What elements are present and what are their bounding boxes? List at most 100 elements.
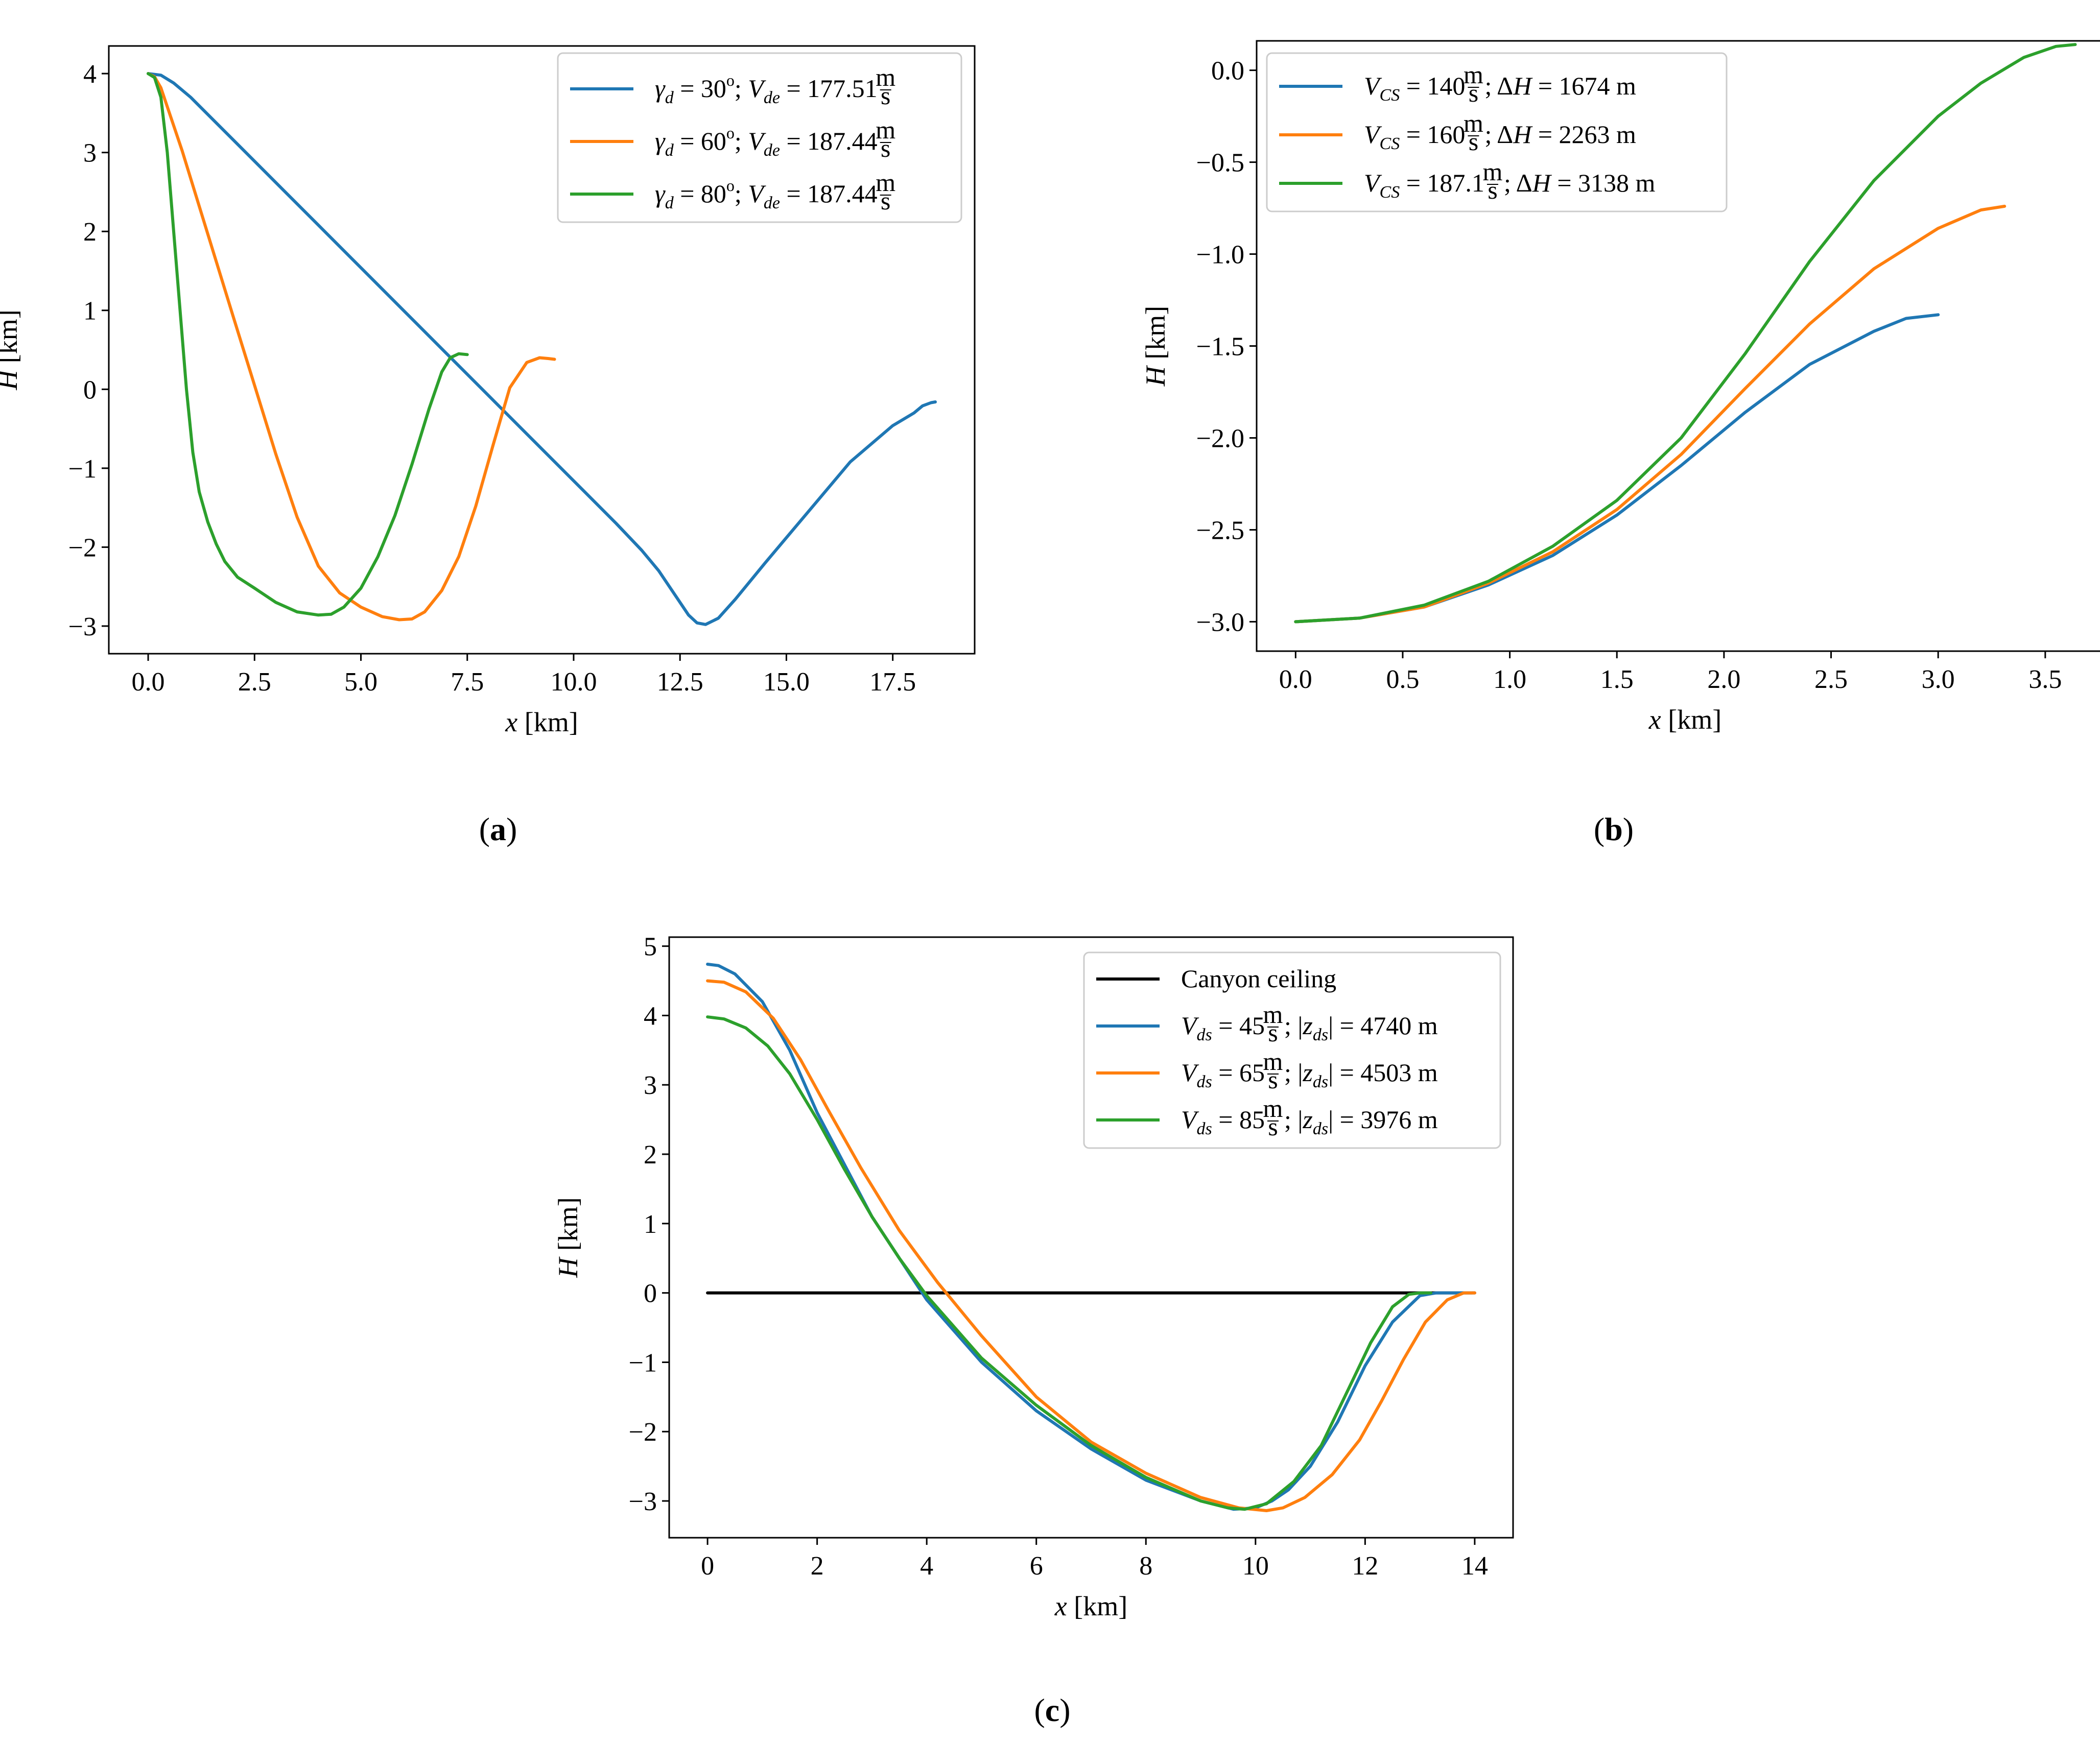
legend-box [557, 52, 962, 223]
legend-item-1: γd = 60o; Vde = 187.44 ms [570, 115, 895, 162]
x-tick-label: 3.5 [2028, 665, 2062, 694]
legend-symbol: V [1364, 71, 1382, 100]
legend-value: = 85 [1212, 1105, 1265, 1134]
x-axis-unit: [km] [1661, 704, 1721, 735]
legend-symbol: V [1181, 1058, 1199, 1087]
series-line-1 [1294, 204, 2007, 624]
panel-label-letter: c [1045, 1692, 1059, 1728]
x-axis-var: x [1054, 1591, 1067, 1621]
y-tick-label: 0.0 [1211, 57, 1244, 86]
legend-item-2: Vds = 65 ms; |zds| = 4503 m [1096, 1047, 1438, 1094]
x-tick-label: 4 [920, 1552, 933, 1581]
x-tick-label: 0.5 [1386, 665, 1419, 694]
legend-tail-symbol: H [1513, 71, 1533, 100]
y-tick-label: −3.0 [1196, 608, 1244, 637]
legend-item-2: γd = 80o; Vde = 187.44 ms [570, 168, 895, 215]
legend-subscript: ds [1197, 1119, 1212, 1138]
legend-symbol: V [1364, 169, 1382, 197]
panel-label-letter: a [490, 811, 506, 847]
legend-tail-prefix: ; | [1284, 1011, 1303, 1040]
series-line-2 [1294, 43, 2077, 624]
legend-unit-fraction: ms [1263, 1000, 1283, 1047]
y-tick-label: 3 [644, 1071, 657, 1100]
legend-label: VCS = 160 [1364, 120, 1465, 153]
x-tick-label: 0 [701, 1552, 714, 1581]
y-tick-label: 0 [83, 375, 97, 404]
panel-label-close: ) [1059, 1692, 1070, 1728]
x-tick-label: 6 [1030, 1552, 1043, 1581]
y-tick-label: 2 [83, 218, 97, 247]
legend-label: γd = 80o; Vde = 187.44 [655, 176, 878, 212]
y-axis-unit: [km] [1140, 306, 1171, 366]
legend-subscript: ds [1197, 1025, 1212, 1044]
y-axis-label: H [km] [0, 309, 23, 390]
x-tick-label: 10 [1242, 1552, 1269, 1581]
y-tick-label: −3 [68, 612, 97, 641]
x-axis-var: x [505, 707, 517, 737]
x-axis-label: x [km] [505, 707, 578, 737]
legend-unit-fraction: ms [876, 63, 895, 110]
x-tick-label: 17.5 [869, 667, 916, 697]
y-tick-label: −1 [629, 1348, 657, 1377]
x-tick-label: 3.0 [1922, 665, 1955, 694]
legend-tail-symbol: H [1532, 169, 1552, 197]
legend-tail-value: = 2263 m [1531, 120, 1636, 149]
legend-symbol: γ [655, 74, 666, 103]
x-tick-label: 0.0 [132, 667, 165, 697]
legend-degree: o [726, 124, 735, 142]
legend-tail-value: = 3138 m [1551, 169, 1656, 197]
legend-tail-subscript: ds [1313, 1119, 1328, 1138]
y-tick-label: −2.0 [1196, 424, 1244, 453]
legend-value: = 80 [674, 179, 726, 208]
legend-tail: ; |zds| = 4740 m [1284, 1011, 1438, 1044]
legend-tail-value: | = 4740 m [1328, 1011, 1438, 1040]
legend-subscript: CS [1380, 86, 1400, 105]
legend-symbol-2: V [748, 74, 766, 103]
legend-degree: o [726, 176, 735, 195]
y-tick-label: 5 [644, 933, 657, 962]
legend-fraction-denominator: s [881, 134, 890, 162]
legend-tail: ; ΔH = 3138 m [1504, 169, 1656, 197]
legend-separator: ; [735, 74, 748, 103]
x-tick-label: 1.5 [1600, 665, 1634, 694]
legend-tail-prefix: ; Δ [1484, 120, 1513, 149]
legend-fraction-denominator: s [881, 186, 890, 215]
legend-fraction-denominator: s [1488, 176, 1497, 204]
series-group [147, 72, 937, 626]
legend-unit-fraction: ms [1482, 157, 1502, 204]
legend-tail-symbol: z [1302, 1011, 1312, 1040]
legend-fraction-denominator: s [1268, 1018, 1278, 1047]
legend-subscript-2: de [764, 194, 780, 212]
legend-label: Vds = 65 [1181, 1058, 1265, 1091]
y-tick-label: −2 [68, 533, 97, 562]
legend-tail-value: | = 3976 m [1328, 1105, 1438, 1134]
legend-unit-fraction: ms [1464, 109, 1483, 156]
legend-fraction-numerator: m [1482, 157, 1502, 186]
x-tick-label: 2.5 [238, 667, 271, 697]
y-axis-unit: [km] [0, 309, 23, 370]
legend-fraction-numerator: m [1263, 1047, 1283, 1076]
legend-symbol: V [1181, 1105, 1199, 1134]
panel-label-close: ) [1623, 811, 1634, 847]
x-tick-label: 8 [1139, 1552, 1152, 1581]
x-axis-label: x [km] [1648, 704, 1721, 735]
panel-label-b: (b) [1594, 811, 1634, 847]
legend-item-0: Canyon ceiling [1096, 964, 1336, 993]
legend-symbol: γ [655, 179, 666, 208]
legend-box [1083, 951, 1501, 1149]
y-axis-var: H [553, 1256, 583, 1278]
legend-tail-value: = 1674 m [1531, 71, 1636, 100]
legend-tail: ; ΔH = 2263 m [1484, 120, 1636, 149]
legend-symbol-2: V [748, 127, 766, 155]
legend-item-0: VCS = 140 ms; ΔH = 1674 m [1279, 60, 1636, 107]
y-tick-label: −2.5 [1196, 516, 1244, 545]
panel-label-close: ) [506, 811, 517, 847]
legend-tail: ; |zds| = 4503 m [1284, 1058, 1438, 1091]
legend-item-1: VCS = 160 ms; ΔH = 2263 m [1279, 109, 1636, 156]
x-tick-label: 7.5 [451, 667, 484, 697]
y-tick-label: −1.0 [1196, 241, 1244, 270]
legend-label: Vds = 45 [1181, 1011, 1265, 1044]
legend-value: = 65 [1212, 1058, 1265, 1087]
